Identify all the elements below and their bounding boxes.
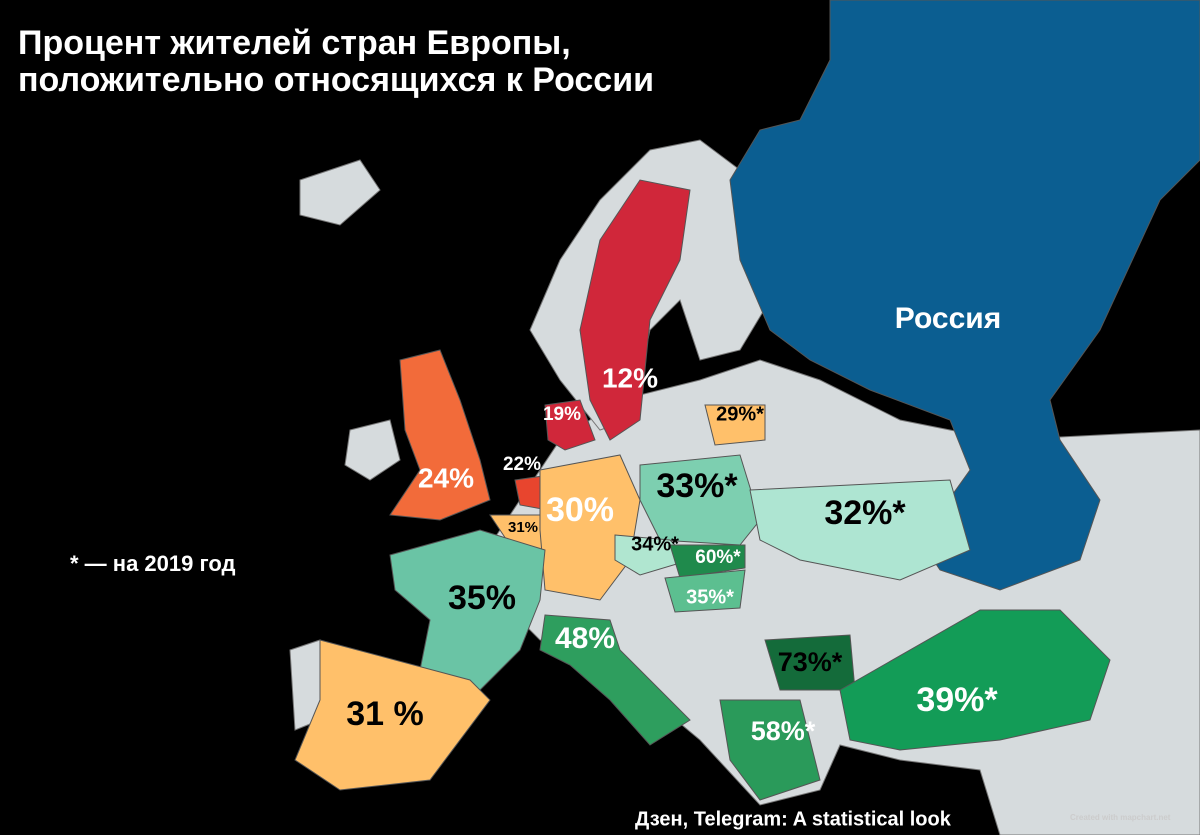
iceland xyxy=(299,159,381,226)
region-label: 32%* xyxy=(824,494,906,532)
italy xyxy=(539,614,691,746)
region-label: 30% xyxy=(546,491,614,529)
denmark xyxy=(544,399,596,451)
france xyxy=(389,529,546,691)
region-label: 58%* xyxy=(751,716,816,746)
region-label: 31 % xyxy=(346,695,424,733)
ireland xyxy=(344,419,401,481)
note: * — на 2019 год xyxy=(70,551,235,576)
region-label: 24% xyxy=(418,462,474,493)
region-label: 34%* xyxy=(631,533,679,555)
turkey xyxy=(839,609,1111,751)
spain xyxy=(294,639,491,791)
region-label: 73%* xyxy=(778,647,843,677)
lithuania xyxy=(704,404,766,446)
region-label: 60%* xyxy=(695,547,741,568)
sweden xyxy=(579,179,691,441)
region-label: 39%* xyxy=(916,681,998,719)
title-line: Процент жителей стран Европы, xyxy=(18,24,571,62)
region-label: 29%* xyxy=(716,403,764,425)
region-label: 31% xyxy=(508,519,538,536)
country-name: Россия xyxy=(895,302,1002,335)
watermark: Created with mapchart.net xyxy=(1070,813,1171,822)
title-line: положительно относящихся к России xyxy=(18,61,654,99)
region-label: 35%* xyxy=(686,586,734,608)
region-label: 22% xyxy=(503,454,541,475)
slovakia xyxy=(669,544,746,579)
region-label: 12% xyxy=(602,362,658,393)
germany xyxy=(539,454,641,601)
region-label: 35% xyxy=(448,579,516,617)
hungary xyxy=(664,569,746,613)
region-label: 48% xyxy=(555,622,615,655)
uk xyxy=(389,349,491,521)
greece xyxy=(719,699,821,801)
source: Дзен, Telegram: A statistical look xyxy=(635,808,952,830)
region-label: 19% xyxy=(543,404,581,425)
region-label: 33%* xyxy=(656,467,738,505)
region-labels: Россия 12% 19% 29%* 24% 22% 33%* 32%* 31% 30% 34%*… xyxy=(346,302,1001,746)
ukraine xyxy=(749,479,971,581)
